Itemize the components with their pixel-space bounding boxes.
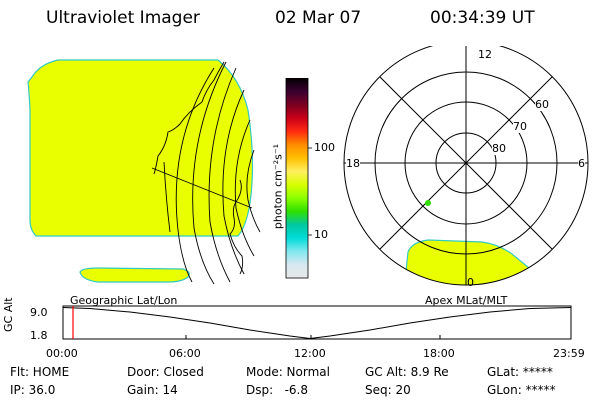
status-mode: Mode: Normal [246, 365, 330, 379]
timeline-axis-label: GC Alt [2, 297, 15, 332]
colorbar-tick-100: 100 [314, 141, 335, 154]
time-label: 00:34:39 UT [430, 8, 535, 28]
coastline [153, 61, 244, 275]
geographic-image [27, 59, 261, 285]
mlt-label-0: 0 [467, 276, 474, 289]
polar-plot [343, 46, 589, 286]
polar-caption: Apex MLat/MLT [425, 294, 508, 307]
auroral-image-main [27, 59, 254, 237]
mlat-label-80: 80 [492, 142, 506, 155]
status-glat: GLat: ***** [487, 365, 553, 379]
status-gain: Gain: 14 [127, 383, 178, 397]
altitude-trace [62, 307, 572, 340]
mlt-label-6: 6 [578, 157, 585, 170]
colorbar-gradient [285, 78, 309, 279]
mlt-label-18: 18 [346, 157, 360, 170]
auroral-image-strip [79, 267, 190, 283]
colorbar-unit-label: photon cm⁻²s⁻¹ [271, 143, 285, 230]
altitude-timeline [62, 305, 572, 340]
mlat-label-70: 70 [513, 120, 527, 133]
timeline-ytick-high: 9.0 [30, 306, 48, 319]
status-gc-alt: GC Alt: 8.9 Re [365, 365, 449, 379]
timeline-ytick-low: 1.8 [30, 329, 48, 342]
timeline-xtick-1800: 18:00 [423, 347, 455, 360]
polar-diagonal-b [379, 76, 553, 250]
timeline-frame [62, 305, 572, 340]
app-title: Ultraviolet Imager [46, 8, 200, 28]
colorbar-tick-10: 10 [314, 228, 328, 241]
colorbar [285, 78, 312, 279]
status-ip: IP: 36.0 [10, 383, 56, 397]
date-label: 02 Mar 07 [275, 8, 362, 28]
timeline-xtick-0000: 00:00 [46, 347, 78, 360]
mlt-label-12: 12 [478, 48, 492, 61]
latitude-longitude-grid [151, 61, 261, 285]
polar-spot [425, 200, 431, 206]
timeline-xtick-1200: 12:00 [294, 347, 326, 360]
status-flt: Flt: HOME [10, 365, 70, 379]
timeline-xtick-0600: 06:00 [169, 347, 201, 360]
mlat-label-60: 60 [535, 98, 549, 111]
status-dsp: Dsp: -6.8 [246, 383, 309, 397]
status-door: Door: Closed [127, 365, 204, 379]
status-glon: GLon: ***** [487, 383, 556, 397]
geographic-caption: Geographic Lat/Lon [70, 294, 178, 307]
timeline-xtick-2359: 23:59 [553, 347, 585, 360]
status-seq: Seq: 20 [365, 383, 411, 397]
